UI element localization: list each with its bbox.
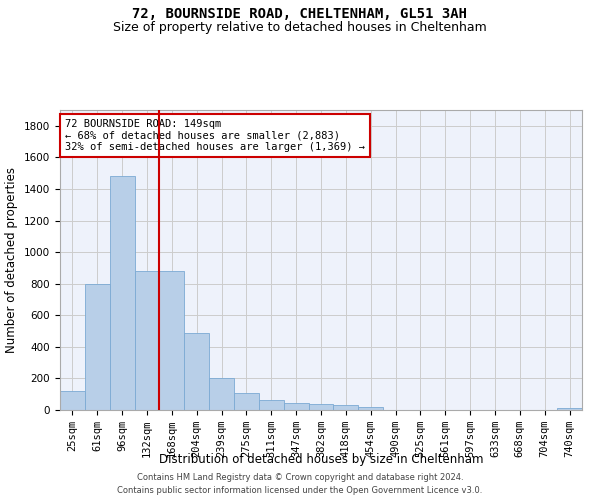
Bar — [160, 271, 184, 410]
Bar — [358, 407, 383, 410]
Bar — [85, 284, 110, 410]
Text: Distribution of detached houses by size in Cheltenham: Distribution of detached houses by size … — [159, 452, 483, 466]
Bar — [557, 408, 582, 410]
Bar — [110, 176, 134, 410]
Text: Contains HM Land Registry data © Crown copyright and database right 2024.
Contai: Contains HM Land Registry data © Crown c… — [118, 474, 482, 495]
Bar — [234, 394, 259, 410]
Bar — [334, 406, 358, 410]
Bar — [308, 404, 334, 410]
Bar — [284, 403, 308, 410]
Text: 72 BOURNSIDE ROAD: 149sqm
← 68% of detached houses are smaller (2,883)
32% of se: 72 BOURNSIDE ROAD: 149sqm ← 68% of detac… — [65, 119, 365, 152]
Text: Size of property relative to detached houses in Cheltenham: Size of property relative to detached ho… — [113, 21, 487, 34]
Bar — [259, 400, 284, 410]
Bar — [134, 271, 160, 410]
Bar — [184, 332, 209, 410]
Y-axis label: Number of detached properties: Number of detached properties — [5, 167, 19, 353]
Bar — [209, 378, 234, 410]
Text: 72, BOURNSIDE ROAD, CHELTENHAM, GL51 3AH: 72, BOURNSIDE ROAD, CHELTENHAM, GL51 3AH — [133, 8, 467, 22]
Bar — [60, 391, 85, 410]
